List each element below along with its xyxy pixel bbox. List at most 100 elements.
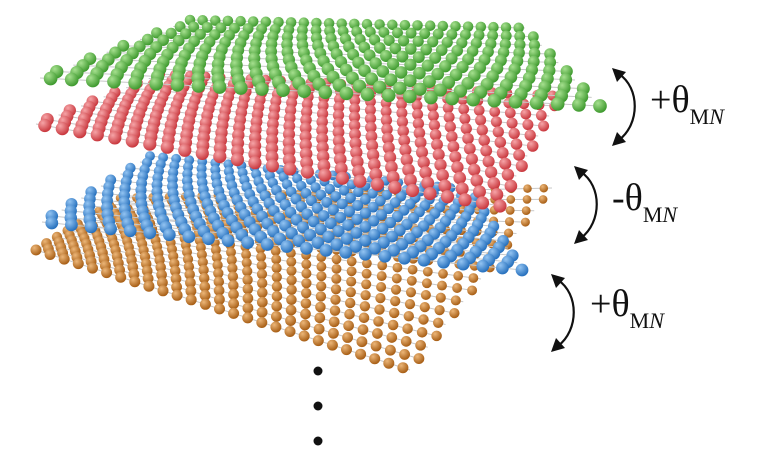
atom [188,21,200,33]
atom [429,129,442,141]
atom [417,156,430,169]
atom [445,91,459,106]
atom [506,117,518,129]
atom [397,125,409,137]
atom [305,195,317,207]
atom [241,257,252,268]
atom [475,114,487,126]
atom [458,103,470,115]
atom [466,92,481,107]
atom [392,27,403,39]
atom [422,266,433,277]
atom [171,281,183,293]
atom [432,28,444,40]
atom [301,278,312,289]
atom [397,35,410,47]
atom [285,315,297,327]
atom [524,129,536,141]
sign-text: + [650,79,671,121]
atom [301,268,312,279]
rotation-arrow-icon [551,274,575,352]
atom [226,255,237,266]
atom [162,228,176,242]
atom [414,136,427,149]
atom [85,73,100,88]
atom [421,278,432,289]
atom [370,177,384,191]
atom [318,168,332,182]
atom [374,304,385,315]
atom [117,39,130,52]
atom [374,195,386,207]
twist-label-1: +θMN [650,79,725,129]
atom [397,362,409,374]
atom [157,285,169,297]
atom [213,294,225,305]
atom [228,307,240,319]
atom [419,166,432,179]
atom [415,146,429,159]
atom [515,263,529,277]
atom [450,295,461,306]
atom [413,127,426,139]
atom [342,219,354,231]
atom [256,306,268,318]
atom [419,28,431,40]
atom [438,268,448,279]
atom [501,168,515,181]
atom [196,249,207,260]
atom [221,234,235,247]
atom [311,236,325,249]
atom [539,183,549,193]
atom [45,216,59,230]
atom [330,284,342,295]
atom [353,174,367,188]
atom [329,305,341,316]
atom [404,58,417,71]
atom [242,302,254,314]
subscript-n: N [708,104,725,129]
atom [403,74,417,88]
atom [462,132,474,145]
atom [358,312,370,324]
atom [504,107,516,119]
atom [346,266,357,277]
atom [241,249,252,260]
atom [352,200,364,211]
atom [412,117,425,130]
atom [398,251,411,265]
atom [376,271,387,282]
atom [315,189,327,201]
atom [322,230,335,244]
atom [335,171,349,185]
atom [432,148,445,161]
atom [399,19,411,31]
atom [367,158,381,171]
atom [480,144,493,157]
atom [421,176,435,190]
atom [490,116,502,128]
atom [242,312,254,324]
atom [376,65,390,78]
atom [330,191,342,202]
atom [538,120,550,132]
atom [437,20,449,32]
theta-symbol: θ [625,177,643,219]
atom [388,180,402,194]
atom [404,298,416,310]
atom [222,15,234,27]
atom [514,38,526,51]
atom [356,336,368,348]
atom [128,75,142,90]
atom [210,15,221,26]
atom [339,246,353,259]
atom [184,269,195,280]
atom [369,353,381,365]
lattice-layer-3 [41,151,529,277]
atom [108,131,122,145]
atom [213,276,225,287]
atom [300,308,311,320]
atom [417,253,431,267]
atom [433,317,444,328]
atom [493,199,507,213]
